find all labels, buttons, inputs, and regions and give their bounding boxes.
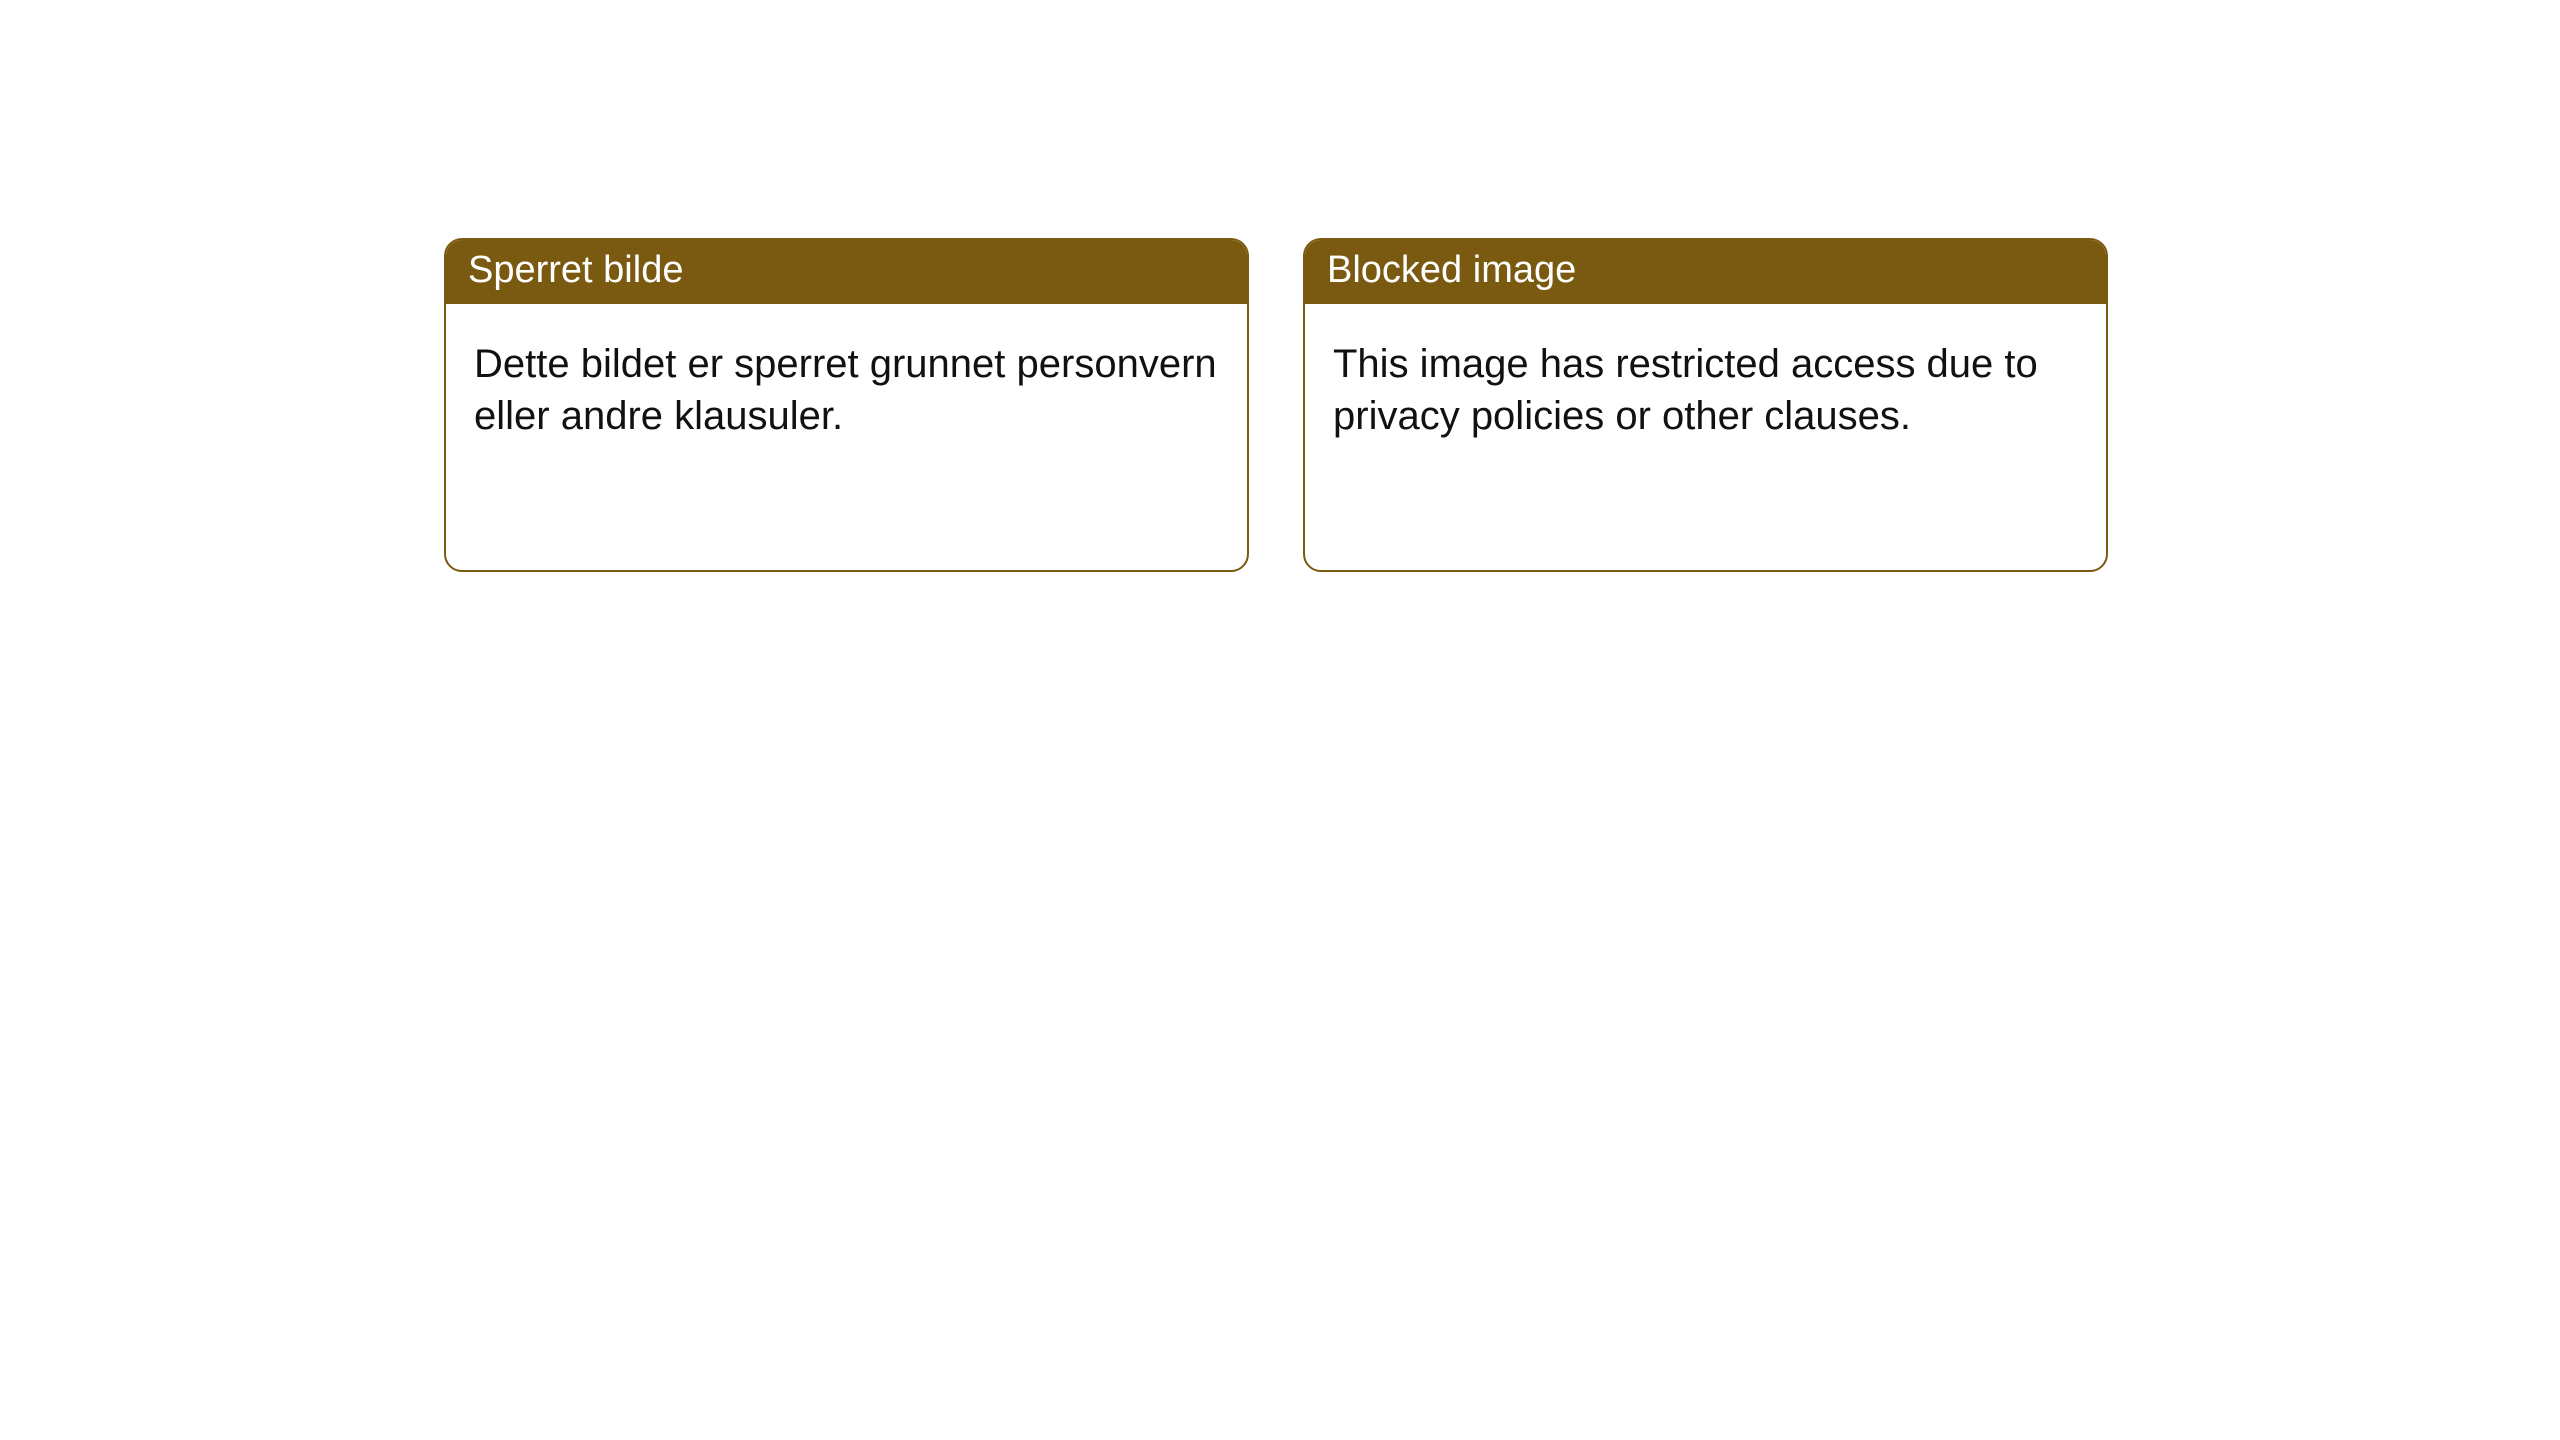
card-body-en: This image has restricted access due to … bbox=[1305, 304, 2106, 444]
blocked-image-card-no: Sperret bilde Dette bildet er sperret gr… bbox=[444, 238, 1249, 572]
blocked-image-card-en: Blocked image This image has restricted … bbox=[1303, 238, 2108, 572]
notice-cards-row: Sperret bilde Dette bildet er sperret gr… bbox=[444, 238, 2108, 572]
card-title-no: Sperret bilde bbox=[446, 240, 1247, 304]
card-title-en: Blocked image bbox=[1305, 240, 2106, 304]
card-body-no: Dette bildet er sperret grunnet personve… bbox=[446, 304, 1247, 444]
